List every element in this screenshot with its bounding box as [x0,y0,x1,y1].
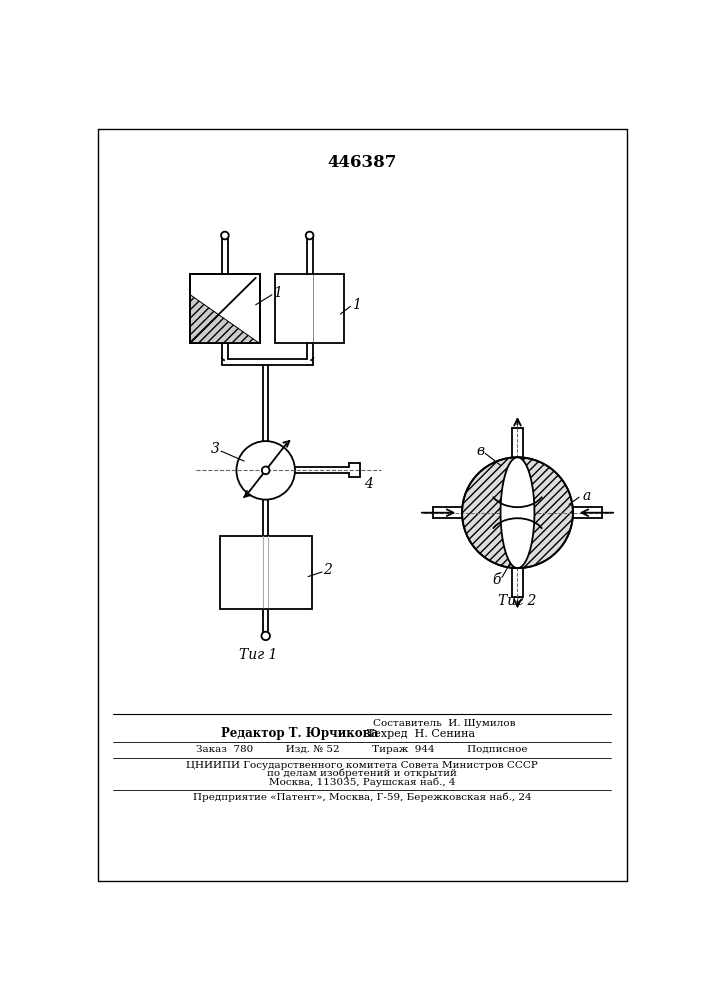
Text: Предприятие «Патент», Москва, Г-59, Бережковская наб., 24: Предприятие «Патент», Москва, Г-59, Бере… [192,793,531,802]
Text: Заказ  780          Изд. № 52          Тираж  944          Подписное: Заказ 780 Изд. № 52 Тираж 944 Подписное [197,745,527,754]
Text: Τиг 1: Τиг 1 [239,648,277,662]
Text: б: б [492,573,501,587]
Text: в: в [476,444,484,458]
Text: Составитель  И. Шумилов: Составитель И. Шумилов [373,719,515,728]
Text: 1: 1 [274,286,282,300]
Text: 4: 4 [364,477,373,491]
Polygon shape [190,295,259,343]
Polygon shape [501,457,534,568]
Circle shape [305,232,313,239]
Circle shape [236,441,295,500]
Bar [275,274,344,343]
Text: 2: 2 [324,563,332,577]
Circle shape [462,457,573,568]
Text: 3: 3 [211,442,219,456]
Bar [190,274,259,343]
Bar [219,536,312,609]
Text: по делам изобретений и открытий: по делам изобретений и открытий [267,769,457,778]
Text: а: а [582,489,590,503]
Circle shape [262,632,270,640]
Text: ЦНИИПИ Государственного комитета Совета Министров СССР: ЦНИИПИ Государственного комитета Совета … [186,761,538,770]
Text: Москва, 113035, Раушская наб., 4: Москва, 113035, Раушская наб., 4 [269,777,455,787]
Text: 446387: 446387 [327,154,397,171]
Text: Техред  Н. Сенина: Техред Н. Сенина [368,729,476,739]
Bar [190,274,259,343]
Text: Редактор Т. Юрчикова: Редактор Т. Юрчикова [221,727,378,740]
Text: 1: 1 [352,298,361,312]
Circle shape [262,466,269,474]
Circle shape [221,232,229,239]
Text: Τиг 2: Τиг 2 [498,594,537,608]
